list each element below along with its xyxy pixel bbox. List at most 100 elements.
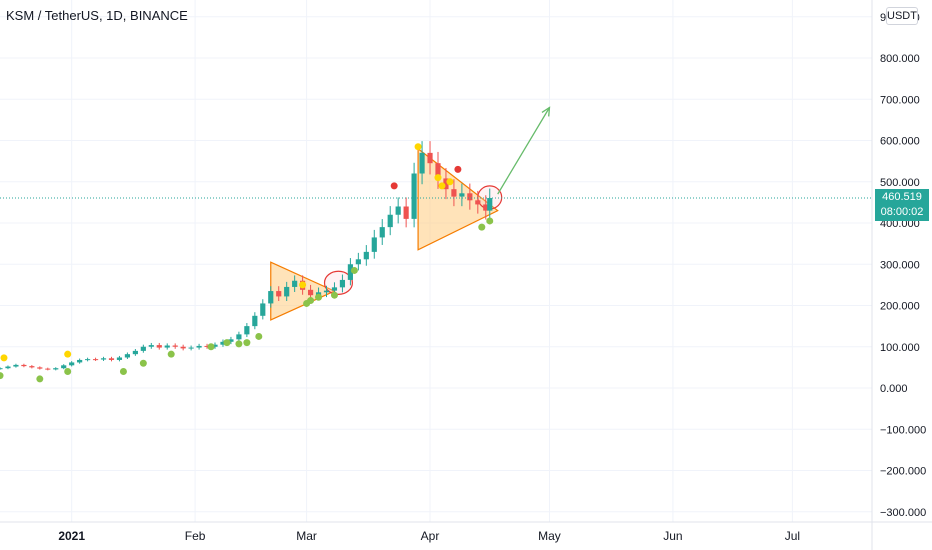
candle-body <box>371 237 377 252</box>
x-tick-label: Mar <box>296 529 317 543</box>
candle-body <box>61 365 67 369</box>
signal-dot-green <box>223 339 231 347</box>
x-tick-label: 2021 <box>58 529 85 543</box>
target-arrow-line <box>497 107 551 195</box>
candle-body <box>21 364 27 367</box>
candle-body <box>140 346 146 351</box>
signal-dots <box>0 143 494 383</box>
candlestick-series <box>0 141 872 371</box>
candle-body <box>244 326 250 335</box>
candle-body <box>339 279 346 288</box>
candle-body <box>475 200 481 205</box>
candle-body <box>284 286 290 297</box>
candle-body <box>276 291 282 297</box>
candle-body <box>483 204 489 211</box>
symbol-title[interactable]: KSM / TetherUS, 1D, BINANCE <box>6 8 188 23</box>
signal-dot-green <box>119 368 127 375</box>
signal-dot-yellow <box>446 178 454 186</box>
candle-body <box>156 345 162 348</box>
candle-body <box>443 178 449 190</box>
candle-body <box>100 358 107 360</box>
candle-body <box>315 292 322 296</box>
candle-body <box>395 206 401 215</box>
candle-body <box>132 350 138 355</box>
candle-body <box>347 264 353 280</box>
signal-dot-green <box>478 223 486 231</box>
candle-body <box>196 345 202 348</box>
signal-dot-red <box>454 165 462 173</box>
y-tick-label: 600.000 <box>880 136 920 148</box>
y-tick-label: −200.000 <box>880 466 926 478</box>
signal-dot-yellow <box>434 174 442 182</box>
candle-body <box>435 163 441 179</box>
candle-body <box>268 291 274 304</box>
y-tick-label: 0.000 <box>880 383 908 395</box>
breakout-circle <box>323 270 353 295</box>
candle-body <box>467 193 473 201</box>
x-tick-label: May <box>538 529 561 543</box>
candle-body <box>188 347 194 349</box>
signal-dot-green <box>0 372 4 380</box>
signal-dot-green <box>486 217 494 225</box>
grid-lines <box>0 0 872 522</box>
currency-button[interactable]: USDT <box>886 7 918 25</box>
candle-body <box>323 290 330 293</box>
y-tick-label: 200.000 <box>880 301 920 313</box>
y-tick-label: −300.000 <box>880 507 926 519</box>
signal-dot-yellow <box>64 350 72 358</box>
candle-body <box>116 357 123 360</box>
signal-dot-green <box>243 339 251 347</box>
candle-body <box>220 341 226 345</box>
candle-body <box>53 368 59 370</box>
signal-dot-green <box>64 368 72 375</box>
signal-dot-red <box>390 182 398 190</box>
candle-body <box>487 198 493 211</box>
candle-body <box>85 359 91 361</box>
candle-body <box>124 354 131 358</box>
candle-body <box>228 339 234 342</box>
candle-body <box>212 344 218 347</box>
y-tick-label: 300.000 <box>880 259 920 271</box>
y-tick-label: 400.000 <box>880 218 920 230</box>
candle-body <box>363 251 369 260</box>
x-tick-label: Jul <box>785 529 800 543</box>
y-tick-label: 800.000 <box>880 53 920 65</box>
candle-body <box>459 193 465 197</box>
last-price-value: 460.519 <box>882 191 922 203</box>
candle-body <box>307 289 314 296</box>
candle-body <box>180 346 186 349</box>
signal-dot-green <box>330 291 338 299</box>
signal-dot-yellow <box>414 143 422 151</box>
candle-body <box>427 152 433 164</box>
bar-countdown: 08:00:02 <box>880 206 924 218</box>
candle-body <box>45 368 51 370</box>
candle-body <box>0 368 3 370</box>
candle-body <box>5 366 11 369</box>
signal-dot-green <box>255 332 263 340</box>
candle-body <box>292 280 298 287</box>
candle-body <box>411 173 417 219</box>
signal-dot-yellow <box>438 182 446 190</box>
candle-body <box>387 214 393 228</box>
candle-body <box>355 259 361 265</box>
candle-body <box>164 345 170 348</box>
candle-body <box>37 367 43 369</box>
signal-dot-green <box>350 266 358 274</box>
signal-dot-green <box>139 359 147 367</box>
signal-dot-yellow <box>299 281 307 289</box>
candle-body <box>108 358 115 360</box>
signal-dot-green <box>167 350 175 358</box>
signal-dot-yellow <box>0 354 8 362</box>
signal-dot-green <box>36 375 44 383</box>
y-tick-label: 500.000 <box>880 177 920 189</box>
x-tick-label: Apr <box>421 529 440 543</box>
candle-body <box>403 206 409 219</box>
drawing-annotations[interactable] <box>270 106 551 321</box>
candle-body <box>331 287 338 291</box>
candle-body <box>172 345 178 347</box>
target-arrow-head <box>541 106 551 117</box>
candle-body <box>252 315 258 327</box>
x-tick-label: Feb <box>185 529 206 543</box>
